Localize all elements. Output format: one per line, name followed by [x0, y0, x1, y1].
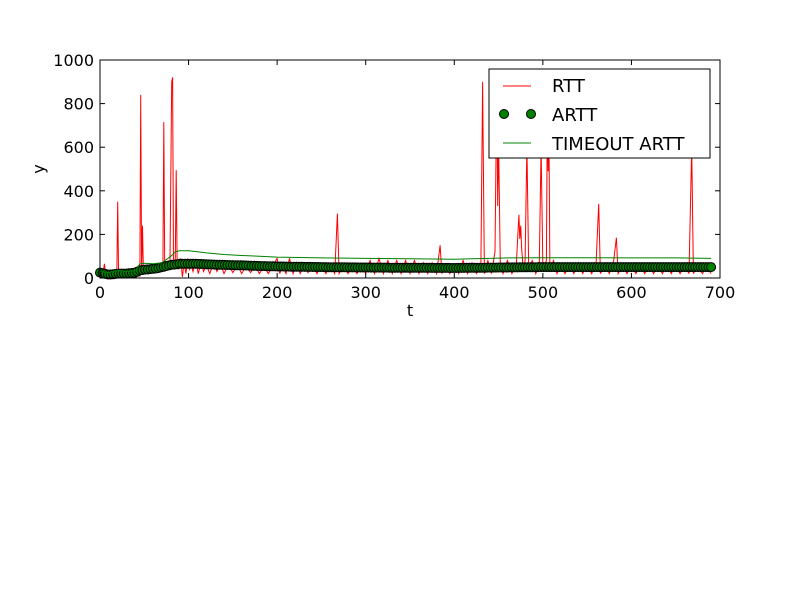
series-layer [95, 77, 717, 280]
y-tick-label: 600 [63, 138, 94, 157]
x-tick-label: 100 [173, 283, 204, 302]
y-axis-label: y [29, 164, 48, 173]
x-tick-label: 200 [262, 283, 293, 302]
legend-label-artt: ARTT [552, 105, 598, 126]
x-tick-label: 600 [616, 283, 647, 302]
legend-label-rtt: RTT [552, 76, 586, 97]
legend-swatch-artt-marker-1 [499, 109, 509, 119]
legend: RTT ARTT TIMEOUT ARTT [488, 68, 711, 159]
x-tick-label: 400 [439, 283, 470, 302]
y-tick-label: 1000 [53, 51, 94, 70]
x-tick-label: 300 [350, 283, 381, 302]
series-marker-artt [706, 262, 717, 273]
y-tick-label: 400 [63, 182, 94, 201]
legend-label-timeout-artt: TIMEOUT ARTT [551, 134, 685, 155]
ticks-layer: 0 100 200 300 400 500 600 700 0 200 400 600 800 1000 [53, 51, 735, 302]
x-tick-label: 0 [95, 283, 105, 302]
legend-swatch-artt-marker-2 [526, 109, 536, 119]
x-tick-label: 500 [528, 283, 559, 302]
y-tick-label: 0 [84, 269, 94, 288]
series-markers-artt [95, 258, 717, 280]
series-line-timeout-artt [99, 250, 712, 274]
y-tick-label: 800 [63, 95, 94, 114]
x-tick-label: 700 [705, 283, 736, 302]
y-tick-label: 200 [63, 225, 94, 244]
plot-frame [99, 59, 721, 279]
x-axis-label: t [407, 301, 413, 320]
